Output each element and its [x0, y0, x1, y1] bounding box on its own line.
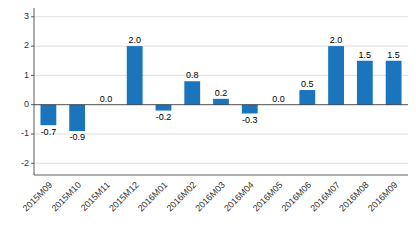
bar [40, 105, 56, 126]
x-tick-label: 2016M01 [136, 180, 170, 214]
data-label: 0.2 [215, 88, 228, 98]
grid-line [34, 104, 408, 105]
y-tick-label: 0 [24, 99, 29, 109]
x-tick-label: 2016M08 [337, 180, 371, 214]
x-tick-label: 2016M06 [280, 180, 314, 214]
y-tick [31, 163, 34, 164]
y-tick-label: -1 [21, 128, 29, 138]
y-tick [31, 133, 34, 134]
bars [34, 46, 408, 131]
x-tick-label: 2015M12 [107, 180, 141, 214]
x-tick-label: 2016M07 [308, 180, 342, 214]
data-label: 0.0 [272, 94, 285, 104]
y-tick [31, 75, 34, 76]
data-label: 0.8 [186, 70, 199, 80]
y-tick-label: 3 [24, 11, 29, 21]
chart: -2-101232015M092015M102015M112015M122016… [0, 0, 416, 227]
data-label: -0.9 [69, 132, 85, 142]
data-label: 0.0 [100, 94, 113, 104]
data-label: -0.7 [41, 127, 57, 137]
data-label: -0.2 [156, 112, 172, 122]
bar [156, 105, 172, 111]
grid-line [34, 163, 408, 164]
y-tick [31, 16, 34, 17]
data-label: 1.5 [387, 50, 400, 60]
grid-line [34, 16, 408, 17]
bar [184, 81, 200, 104]
bar [357, 61, 373, 105]
data-label: -0.3 [242, 115, 258, 125]
data-label: 2.0 [330, 35, 343, 45]
y-tick [31, 104, 34, 105]
zero-line [34, 104, 408, 105]
x-tick-label: 2016M03 [193, 180, 227, 214]
x-tick-label: 2015M10 [49, 180, 83, 214]
y-axis-line [34, 8, 35, 175]
grid [34, 17, 408, 163]
bar [386, 61, 402, 105]
data-label: 1.5 [359, 50, 372, 60]
data-label: 0.5 [301, 79, 314, 89]
x-tick-label: 2016M04 [222, 180, 256, 214]
bar [127, 46, 143, 105]
y-tick-label: -2 [21, 158, 29, 168]
x-tick-label: 2016M02 [165, 180, 199, 214]
y-tick [31, 46, 34, 47]
bar [69, 105, 85, 131]
bar [328, 46, 344, 105]
grid-line [34, 46, 408, 47]
y-tick-label: 2 [24, 40, 29, 50]
x-tick-label: 2016M05 [251, 180, 285, 214]
x-tick-label: 2015M11 [79, 180, 112, 213]
grid-line [34, 133, 408, 134]
x-tick-label: 2016M09 [366, 180, 400, 214]
axes: -2-101232015M092015M102015M112015M122016… [21, 8, 408, 213]
y-tick-label: 1 [24, 70, 29, 80]
grid-line [34, 75, 408, 76]
bar [299, 90, 315, 105]
data-labels: -0.7 -0.9 0.0 2.0 -0.2 0.8 0.2 -0.3 0.0 0.5 2.0 1.5… [41, 35, 400, 142]
x-axis-line [34, 175, 408, 176]
bar [242, 105, 258, 114]
data-label: 2.0 [128, 35, 141, 45]
bar [213, 99, 229, 105]
x-tick-label: 2015M09 [21, 180, 55, 214]
